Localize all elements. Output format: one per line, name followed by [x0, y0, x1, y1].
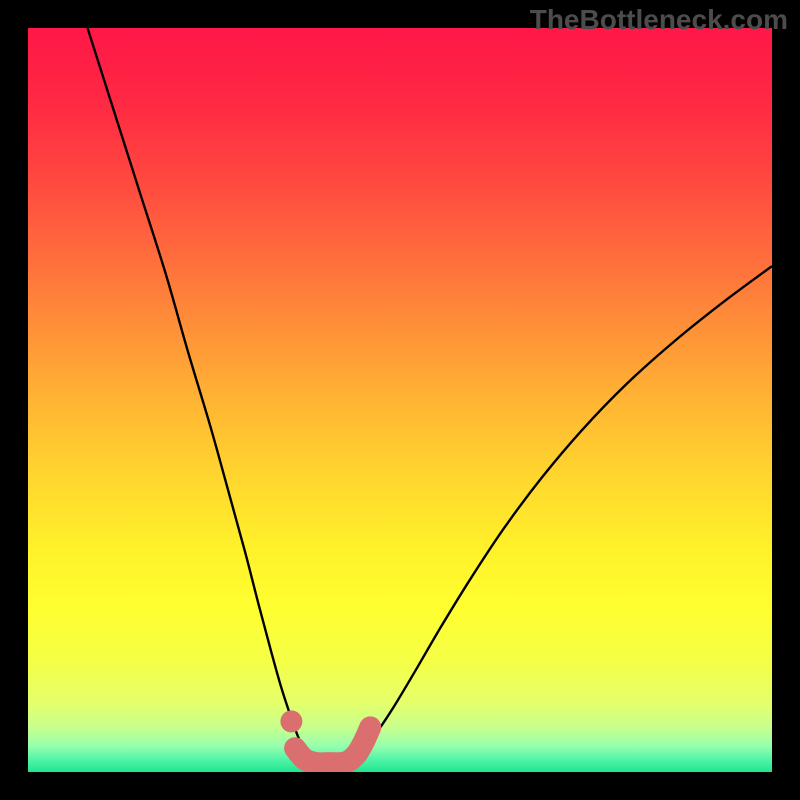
- chart-frame: TheBottleneck.com: [0, 0, 800, 800]
- chart-svg: [28, 28, 772, 772]
- plot-area: [28, 28, 772, 772]
